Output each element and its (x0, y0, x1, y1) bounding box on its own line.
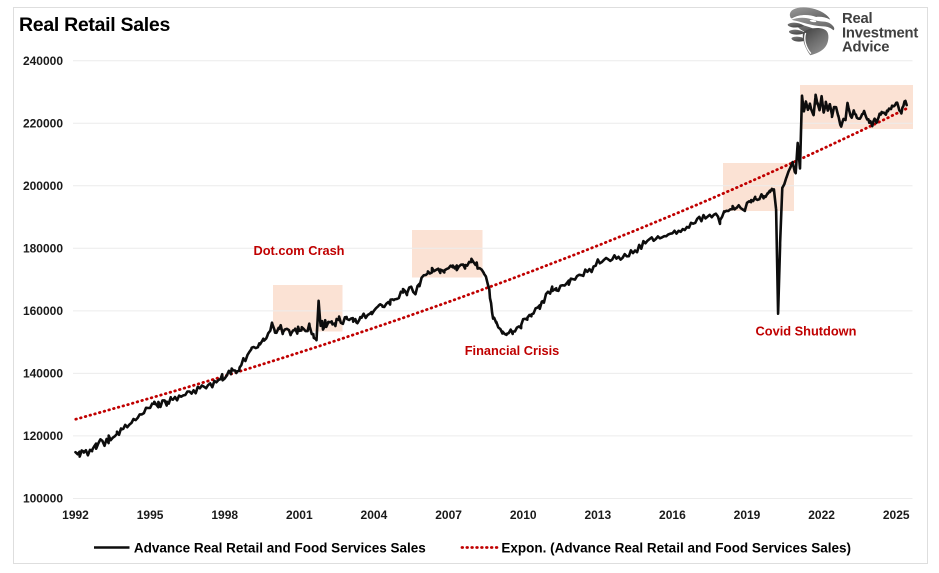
svg-text:2004: 2004 (361, 508, 388, 522)
svg-text:200000: 200000 (23, 179, 63, 193)
svg-text:2022: 2022 (808, 508, 835, 522)
svg-text:180000: 180000 (23, 242, 63, 256)
svg-text:2013: 2013 (584, 508, 611, 522)
svg-text:120000: 120000 (23, 429, 63, 443)
svg-text:100000: 100000 (23, 492, 63, 506)
svg-text:Investment: Investment (842, 25, 918, 41)
svg-text:Financial Crisis: Financial Crisis (465, 343, 560, 358)
svg-text:Dot.com Crash: Dot.com Crash (253, 243, 344, 258)
svg-text:220000: 220000 (23, 116, 63, 130)
svg-text:Advice: Advice (842, 40, 889, 56)
svg-text:2001: 2001 (286, 508, 313, 522)
svg-text:240000: 240000 (23, 54, 63, 68)
svg-text:Advance Real Retail and Food S: Advance Real Retail and Food Services Sa… (134, 540, 426, 555)
svg-text:2010: 2010 (510, 508, 537, 522)
svg-text:Expon. (Advance Real Retail an: Expon. (Advance Real Retail and Food Ser… (501, 540, 851, 555)
svg-text:140000: 140000 (23, 367, 63, 381)
svg-text:2025: 2025 (883, 508, 910, 522)
svg-text:2019: 2019 (734, 508, 761, 522)
svg-text:1998: 1998 (211, 508, 238, 522)
svg-text:Real Retail Sales: Real Retail Sales (19, 14, 170, 36)
svg-text:160000: 160000 (23, 304, 63, 318)
svg-text:2016: 2016 (659, 508, 686, 522)
svg-text:1995: 1995 (137, 508, 164, 522)
svg-text:2007: 2007 (435, 508, 462, 522)
svg-text:Covid Shutdown: Covid Shutdown (756, 324, 857, 339)
svg-text:1992: 1992 (62, 508, 89, 522)
svg-text:Real: Real (842, 11, 873, 27)
